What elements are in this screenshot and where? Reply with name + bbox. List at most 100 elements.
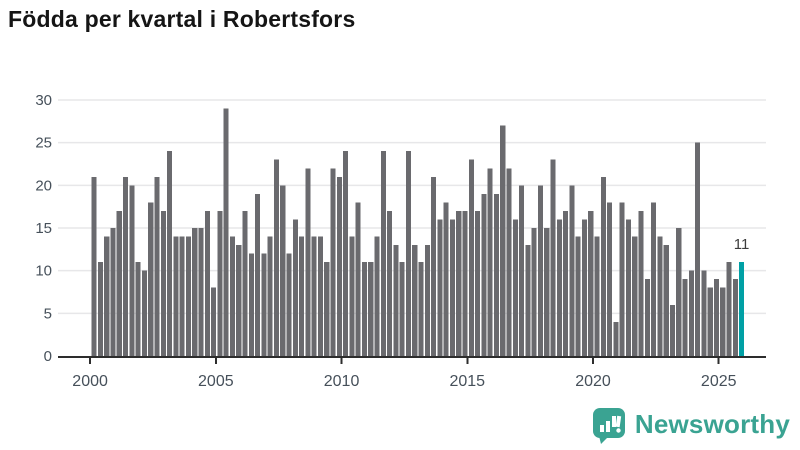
bar: [273, 159, 279, 356]
bar: [211, 287, 217, 356]
bar: [97, 262, 103, 356]
bar: [198, 228, 204, 356]
y-axis-label: 30: [35, 92, 52, 109]
bar: [688, 270, 694, 356]
bar: [600, 176, 606, 356]
bar: [481, 193, 487, 356]
bar: [236, 245, 242, 356]
bar: [493, 193, 500, 356]
bar: [116, 210, 122, 356]
y-axis-label: 0: [44, 348, 52, 365]
bar: [104, 236, 110, 356]
bar: [336, 176, 342, 356]
bar: [581, 219, 588, 356]
bar: [412, 245, 418, 356]
bar: [575, 236, 581, 356]
bar: [531, 228, 537, 356]
bar: [676, 228, 682, 356]
bar: [129, 185, 135, 356]
bar: [317, 236, 323, 356]
bar: [657, 236, 663, 356]
x-axis-label: 2015: [449, 373, 485, 390]
bar-series: [91, 108, 745, 356]
bar: [179, 236, 185, 356]
bar: [405, 151, 412, 356]
bar: [91, 176, 97, 356]
bar: [135, 262, 141, 356]
bar: [506, 168, 512, 356]
bar: [343, 151, 349, 356]
newsworthy-logo: Newsworthy: [591, 404, 790, 444]
bar: [607, 202, 613, 356]
bar: [462, 210, 468, 356]
bar: [204, 210, 210, 356]
bar: [387, 210, 393, 356]
bar: [707, 287, 713, 356]
chart-title: Födda per kvartal i Robertsfors: [8, 6, 356, 32]
y-axis-label: 10: [35, 263, 52, 280]
bar: [726, 262, 732, 356]
bar: [324, 262, 330, 356]
bar: [418, 262, 424, 356]
bar: [311, 236, 317, 356]
bar: [588, 210, 594, 356]
bar: [349, 236, 355, 356]
bar: [669, 304, 676, 356]
bar: [487, 168, 493, 356]
y-axis-label: 20: [35, 177, 52, 194]
bar: [217, 210, 223, 356]
bar: [563, 210, 569, 356]
bar: [625, 219, 632, 356]
bar: [468, 159, 474, 356]
bar: [632, 236, 638, 356]
bar: [456, 210, 462, 356]
x-axis-label: 2010: [324, 373, 360, 390]
newsworthy-logo-icon: [592, 408, 625, 444]
bar: [651, 202, 657, 356]
x-axis-label: 2020: [575, 373, 611, 390]
x-axis-label: 2005: [198, 373, 234, 390]
bar: [550, 159, 556, 356]
bar: [682, 279, 688, 356]
y-axis-label: 25: [35, 135, 52, 152]
newsworthy-logo-text: Newsworthy: [634, 408, 790, 439]
bar: [449, 219, 456, 356]
bar: [393, 245, 399, 356]
y-axis-label: 5: [44, 305, 52, 322]
bar: [330, 168, 336, 356]
bar: [638, 210, 644, 356]
x-axis-label: 2000: [72, 373, 108, 390]
bar: [701, 270, 707, 356]
y-axis-label: 15: [35, 220, 52, 237]
highlight-bar: [739, 262, 745, 356]
bar: [443, 202, 449, 356]
bar: [292, 219, 298, 356]
bar: [431, 176, 437, 356]
bar: [123, 176, 129, 356]
bar: [644, 279, 650, 356]
bar: [720, 287, 726, 356]
bar: [305, 168, 311, 356]
bar: [361, 262, 368, 356]
bar: [613, 321, 619, 356]
bar: [663, 245, 669, 356]
bar: [173, 236, 179, 356]
bar: [154, 176, 160, 356]
bar: [713, 279, 720, 356]
bar: [110, 228, 116, 356]
bar: [280, 185, 286, 356]
bar: [229, 236, 235, 356]
bar: [399, 262, 405, 356]
bar: [261, 253, 267, 356]
bar: [569, 185, 575, 356]
bar: [519, 185, 525, 356]
bar: [380, 151, 386, 356]
bar: [185, 236, 191, 356]
bar: [544, 228, 550, 356]
bar: [695, 142, 701, 356]
bar: [732, 279, 738, 356]
bar: [556, 219, 562, 356]
